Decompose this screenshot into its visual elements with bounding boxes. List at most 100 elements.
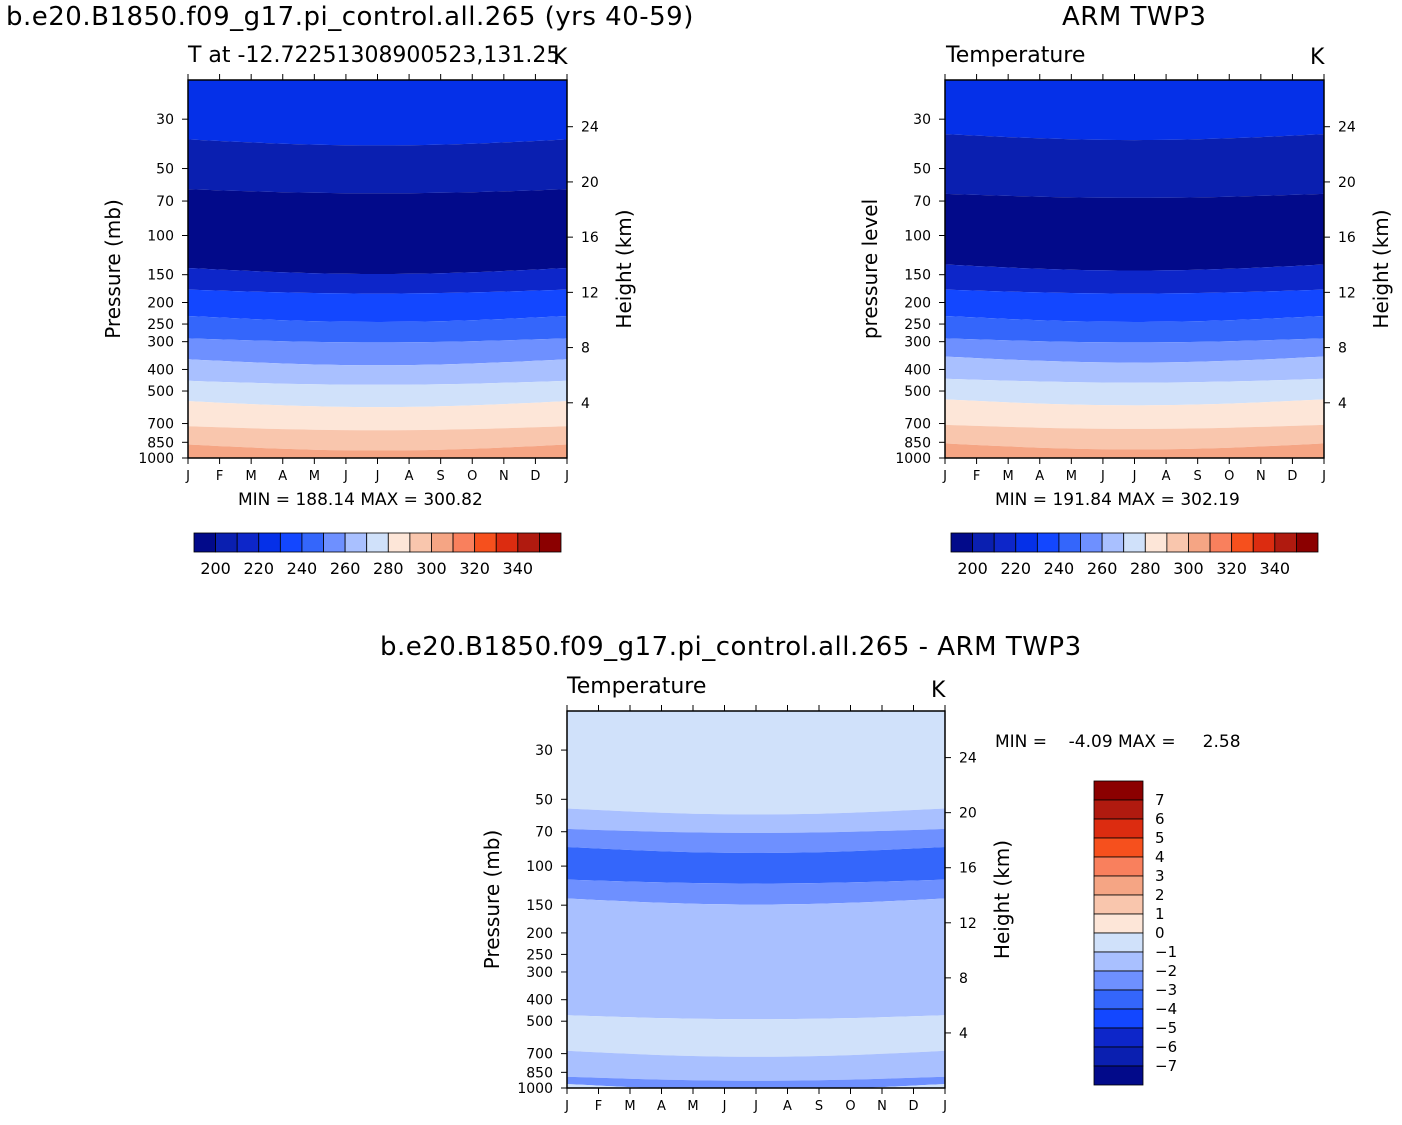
diff-x-tick-label: N bbox=[877, 1099, 887, 1114]
diff-contour-band bbox=[567, 879, 945, 905]
diff-y-axis-label: Pressure (mb) bbox=[480, 830, 504, 970]
left-y2-tick-label: 4 bbox=[581, 396, 590, 412]
diff-x-tick-label: S bbox=[815, 1099, 823, 1114]
right-panel-min-max: MIN = 191.84 MAX = 302.19 bbox=[995, 490, 1240, 510]
diff-contour-band bbox=[567, 1015, 945, 1057]
right-contour-band bbox=[945, 193, 1324, 271]
diff-y2-tick-label: 20 bbox=[959, 806, 977, 822]
right-contour-band bbox=[945, 424, 1324, 450]
left-y-tick-label: 200 bbox=[147, 295, 174, 311]
left-panel-units: K bbox=[553, 45, 568, 70]
right-colorbar-swatch bbox=[1231, 532, 1254, 553]
left-colorbar-swatch bbox=[323, 532, 346, 553]
right-panel-units: K bbox=[1310, 45, 1325, 70]
right-y2-tick-label: 16 bbox=[1338, 230, 1356, 246]
left-y-tick-label: 700 bbox=[147, 417, 174, 433]
left-y-tick-label: 30 bbox=[156, 112, 174, 128]
diff-colorbar-label: 1 bbox=[1155, 905, 1165, 923]
right-colorbar-label: 260 bbox=[1087, 559, 1118, 578]
right-contour-band bbox=[945, 443, 1324, 458]
right-y-tick-label: 70 bbox=[913, 194, 931, 210]
left-y-tick-label: 250 bbox=[147, 317, 174, 333]
left-x-tick-label: M bbox=[309, 469, 320, 484]
diff-colorbar-swatch bbox=[1093, 970, 1144, 991]
diff-colorbar-label: 5 bbox=[1155, 829, 1165, 847]
diff-colorbar-label: −4 bbox=[1155, 1000, 1177, 1018]
diff-colorbar-swatch bbox=[1093, 1046, 1144, 1067]
diff-x-tick-label: D bbox=[908, 1099, 918, 1114]
right-y-tick-label: 50 bbox=[913, 162, 931, 178]
right-x-tick-label: F bbox=[973, 469, 980, 484]
left-colorbar-label: 240 bbox=[287, 559, 318, 578]
difference-panel-min-max: MIN = -4.09 MAX = 2.58 bbox=[995, 732, 1241, 752]
diff-x-tick-label: J bbox=[722, 1099, 727, 1114]
diff-x-tick-label: M bbox=[624, 1099, 635, 1114]
right-y-tick-label: 400 bbox=[904, 362, 931, 378]
left-x-tick-label: O bbox=[467, 469, 477, 484]
left-colorbar-swatch bbox=[517, 532, 540, 553]
left-panel-subtitle: T at -12.7225130890052​3,131.25 bbox=[188, 43, 561, 68]
left-x-tick-label: A bbox=[405, 469, 414, 484]
diff-colorbar-swatch bbox=[1093, 799, 1144, 820]
left-colorbar-label: 280 bbox=[373, 559, 404, 578]
left-y-tick-label: 1000 bbox=[138, 451, 174, 467]
left-y-tick-label: 150 bbox=[147, 268, 174, 284]
left-colorbar-swatch bbox=[279, 532, 303, 553]
left-x-tick-label: J bbox=[564, 469, 569, 484]
difference-panel-units: K bbox=[931, 678, 946, 703]
left-colorbar-swatch bbox=[366, 532, 389, 553]
left-contour-band bbox=[188, 426, 567, 451]
diff-colorbar-label: −1 bbox=[1155, 943, 1177, 961]
diff-y2-tick-label: 16 bbox=[959, 861, 977, 877]
right-contour-band bbox=[945, 378, 1324, 406]
left-x-tick-label: A bbox=[278, 469, 287, 484]
right-y-tick-label: 1000 bbox=[895, 451, 931, 467]
left-colorbar-label: 200 bbox=[200, 559, 231, 578]
diff-colorbar-swatch bbox=[1093, 932, 1144, 953]
right-contour-band bbox=[945, 399, 1324, 429]
diff-colorbar-swatch bbox=[1093, 818, 1144, 839]
right-contour-band bbox=[945, 80, 1324, 141]
right-panel-title: ARM TWP3 bbox=[1062, 2, 1207, 32]
right-colorbar-swatch bbox=[1080, 532, 1103, 553]
right-x-tick-label: J bbox=[1132, 469, 1137, 484]
diff-colorbar-swatch bbox=[1093, 913, 1144, 934]
left-colorbar-swatch bbox=[452, 532, 476, 553]
diff-y2-axis-label: Height (km) bbox=[990, 840, 1014, 959]
left-contour-band bbox=[188, 401, 567, 431]
diff-colorbar-label: 6 bbox=[1155, 810, 1165, 828]
left-x-tick-label: J bbox=[343, 469, 348, 484]
left-y-tick-label: 400 bbox=[147, 362, 174, 378]
diff-colorbar-label: 0 bbox=[1155, 924, 1165, 942]
left-x-tick-label: M bbox=[246, 469, 257, 484]
left-y-axis-label: Pressure (mb) bbox=[101, 199, 125, 339]
diff-contour-band bbox=[567, 808, 945, 833]
right-colorbar-swatch bbox=[993, 532, 1017, 553]
left-colorbar-swatch bbox=[539, 532, 562, 553]
diff-contour-band bbox=[567, 847, 945, 884]
diff-colorbar-swatch bbox=[1093, 837, 1144, 858]
right-y2-tick-label: 20 bbox=[1338, 175, 1356, 191]
left-y2-tick-label: 12 bbox=[581, 285, 599, 301]
right-colorbar-swatch bbox=[950, 532, 973, 553]
right-y-tick-label: 300 bbox=[904, 335, 931, 351]
left-y-tick-label: 500 bbox=[147, 384, 174, 400]
right-colorbar-label: 320 bbox=[1216, 559, 1247, 578]
right-colorbar-swatch bbox=[1123, 532, 1146, 553]
right-x-tick-label: A bbox=[1162, 469, 1171, 484]
right-y2-tick-label: 4 bbox=[1338, 396, 1347, 412]
diff-colorbar-swatch bbox=[1093, 1065, 1144, 1086]
right-colorbar-label: 280 bbox=[1130, 559, 1161, 578]
left-colorbar-swatch bbox=[193, 532, 216, 553]
diff-colorbar-swatch bbox=[1093, 1027, 1144, 1048]
right-y-tick-label: 150 bbox=[904, 268, 931, 284]
left-panel-title: b.e20.B1850.f09_g17.pi_control.all.265 (… bbox=[6, 2, 694, 32]
right-colorbar-swatch bbox=[1166, 532, 1189, 553]
right-colorbar-label: 200 bbox=[957, 559, 988, 578]
diff-y2-tick-label: 4 bbox=[959, 1026, 968, 1042]
difference-panel-title: b.e20.B1850.f09_g17.pi_control.all.265 -… bbox=[380, 632, 1082, 662]
diff-contour-band bbox=[567, 1076, 945, 1088]
left-colorbar-label: 220 bbox=[243, 559, 274, 578]
right-y-axis-label: pressure level bbox=[858, 199, 882, 339]
